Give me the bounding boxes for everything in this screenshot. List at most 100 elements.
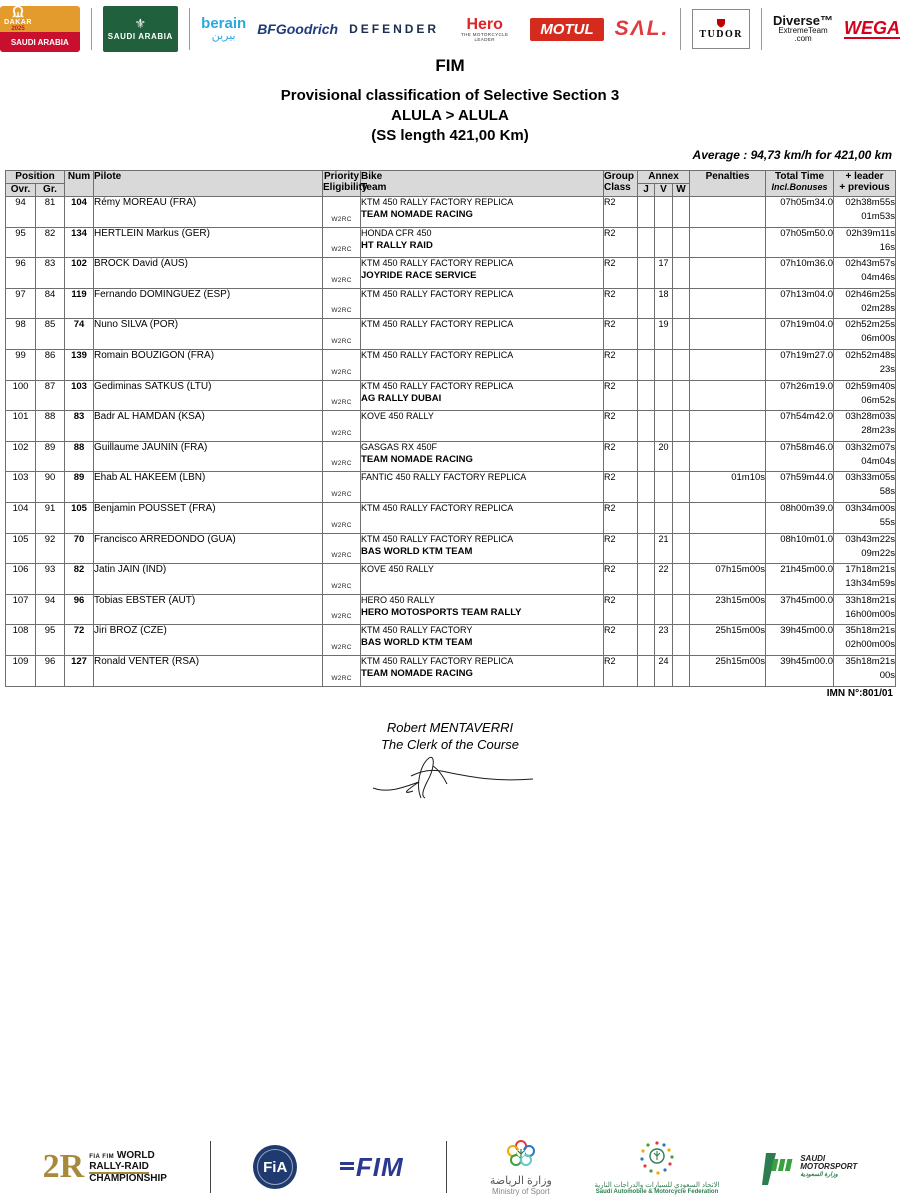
- footer-logo-bar: 2R FIA FIM WORLD RALLY-RAID CHAMPIONSHIP…: [0, 1136, 900, 1198]
- cell-annex-j: [637, 348, 656, 381]
- gap-to-leader: 03h43m22s: [845, 533, 896, 545]
- priority-eligibility-label: W2RC: [331, 429, 352, 437]
- table-row: 100 87 103 Gediminas SATKUS (LTU) W2RC K…: [5, 379, 897, 412]
- cell-group-class: R2: [603, 563, 639, 595]
- gap-to-leader: 03h28m03s: [845, 411, 896, 423]
- w2rc-line1: WORLD: [116, 1149, 155, 1161]
- team-name: [361, 574, 603, 576]
- cell-annex-v: [654, 501, 674, 534]
- cell-annex-w: [672, 379, 691, 412]
- cell-pilot-name: Fernando DOMINGUEZ (ESP): [93, 287, 324, 320]
- cell-annex-w: [672, 593, 691, 626]
- cell-group-position: 94: [34, 593, 66, 626]
- cell-group-position: 93: [34, 563, 66, 595]
- gap-to-previous: 06m52s: [861, 394, 896, 406]
- gap-to-previous: 00s: [879, 669, 896, 681]
- cell-bike-team: KTM 450 RALLY FACTORY REPLICA: [360, 348, 605, 381]
- divider: [446, 1141, 448, 1193]
- cell-annex-v: 18: [654, 287, 674, 320]
- sponsor-bar: ᙉ DAKAR 2025 SAUDI ARABIA ⚜ SAUDI ARABIA…: [0, 4, 900, 54]
- cell-group-class: R2: [603, 348, 639, 381]
- cell-group-position: 96: [34, 654, 66, 687]
- table-row: 104 91 105 Benjamin POUSSET (FRA) W2RC K…: [5, 501, 897, 534]
- cell-bike-team: KTM 450 RALLY FACTORY REPLICA AG RALLY D…: [360, 379, 605, 412]
- cell-overall-position: 106: [5, 563, 36, 595]
- divider: [209, 1141, 211, 1193]
- cell-overall-position: 101: [5, 410, 36, 442]
- cell-gaps: 02h59m40s 06m52s: [833, 379, 897, 412]
- gap-to-previous: 04m04s: [861, 455, 896, 467]
- cell-gaps: 35h18m21s 00s: [833, 654, 897, 687]
- bike-name: GASGAS RX 450F: [361, 441, 438, 452]
- cell-total-time: 07h54m42.0: [765, 410, 835, 442]
- cell-annex-j: [637, 593, 656, 626]
- diverse-logo: Diverse™ ExtremeTeam .com: [773, 14, 833, 43]
- gap-to-leader: 02h52m48s: [845, 349, 896, 361]
- cell-pilot-name: Nuno SILVA (POR): [93, 318, 324, 350]
- header-annex: Annex: [637, 170, 691, 184]
- bike-name: KTM 450 RALLY FACTORY REPLICA: [361, 533, 514, 544]
- priority-eligibility-label: W2RC: [331, 307, 352, 315]
- cell-total-time: 07h59m44.0: [765, 471, 835, 503]
- bike-name: HERO 450 RALLY: [361, 594, 435, 605]
- cell-group-position: 82: [34, 226, 66, 259]
- saudi-motorsport-icon: [762, 1153, 793, 1185]
- cell-total-time: 37h45m00.0: [765, 593, 835, 626]
- signature-icon: [372, 756, 534, 799]
- gap-to-previous: 55s: [879, 516, 896, 528]
- cell-annex-v: [654, 593, 674, 626]
- cell-penalties: [689, 501, 767, 534]
- sal-logo: SΛL.: [614, 17, 670, 40]
- team-name: HERO MOTOSPORTS TEAM RALLY: [361, 606, 522, 618]
- ministry-of-sport-logo: وزارة الرياضة Ministry of Sport: [490, 1139, 552, 1196]
- header-bike-team: Bike Team: [360, 170, 605, 197]
- fim-label: FIM: [355, 1151, 404, 1182]
- cell-gaps: 03h32m07s 04m04s: [833, 440, 897, 473]
- priority-eligibility-label: W2RC: [331, 337, 352, 345]
- cell-annex-j: [637, 624, 656, 656]
- cell-annex-w: [672, 532, 691, 565]
- header-penalties: Penalties: [689, 170, 767, 197]
- bike-name: KTM 450 RALLY FACTORY REPLICA: [361, 288, 514, 299]
- header-ovr: Ovr.: [5, 183, 36, 197]
- diverse-line3: .com: [794, 34, 812, 43]
- table-row: 101 88 83 Badr AL HAMDAN (KSA) W2RC KOVE…: [5, 410, 897, 442]
- bike-name: HONDA CFR 450: [361, 227, 432, 238]
- cell-overall-position: 108: [5, 624, 36, 656]
- cell-overall-position: 102: [5, 440, 36, 473]
- table-row: 106 93 82 Jatin JAIN (IND) W2RC KOVE 450…: [5, 563, 897, 595]
- bike-name: FANTIC 450 RALLY FACTORY REPLICA: [361, 472, 527, 483]
- gap-to-leader: 03h33m05s: [845, 472, 896, 484]
- header-total-time: Total Time Incl.Bonuses: [765, 170, 835, 197]
- cell-overall-position: 99: [5, 348, 36, 381]
- cell-bike-team: GASGAS RX 450F TEAM NOMADE RACING: [360, 440, 605, 473]
- cell-total-time: 08h10m01.0: [765, 532, 835, 565]
- cell-annex-v: [654, 471, 674, 503]
- cell-group-position: 81: [34, 196, 66, 228]
- gap-to-previous: 06m00s: [861, 333, 896, 345]
- table-row: 98 85 74 Nuno SILVA (POR) W2RC KTM 450 R…: [5, 318, 897, 350]
- berain-latin: berain: [201, 14, 247, 32]
- gap-to-leader: 33h18m21s: [845, 594, 896, 606]
- cell-rider-number: 102: [64, 257, 95, 289]
- gap-to-previous: 16h00m00s: [845, 608, 896, 620]
- gap-to-previous: 58s: [879, 486, 896, 498]
- cell-bike-team: KOVE 450 RALLY: [360, 410, 605, 442]
- saudi-motorsport-text: SAUDI MOTORSPORT وزارة السعودية: [800, 1155, 857, 1179]
- header-total-line1: Total Time: [774, 171, 825, 182]
- cell-bike-team: HONDA CFR 450 HT RALLY RAID: [360, 226, 605, 259]
- hero-wordmark: Hero: [466, 15, 503, 33]
- cell-annex-v: [654, 196, 674, 228]
- cell-priority: W2RC: [322, 593, 362, 626]
- cell-bike-team: FANTIC 450 RALLY FACTORY REPLICA: [360, 471, 605, 503]
- table-row: 108 95 72 Jiri BROZ (CZE) W2RC KTM 450 R…: [5, 624, 897, 656]
- gap-to-leader: 03h32m07s: [845, 441, 896, 453]
- cell-overall-position: 95: [5, 226, 36, 259]
- header-gr: Gr.: [34, 183, 66, 197]
- cell-total-time: 39h45m00.0: [765, 654, 835, 687]
- cell-pilot-name: Jatin JAIN (IND): [93, 563, 324, 595]
- fim-logo: FIM: [339, 1151, 404, 1183]
- priority-eligibility-label: W2RC: [331, 490, 352, 498]
- cell-group-class: R2: [603, 410, 639, 442]
- cell-priority: W2RC: [322, 532, 362, 565]
